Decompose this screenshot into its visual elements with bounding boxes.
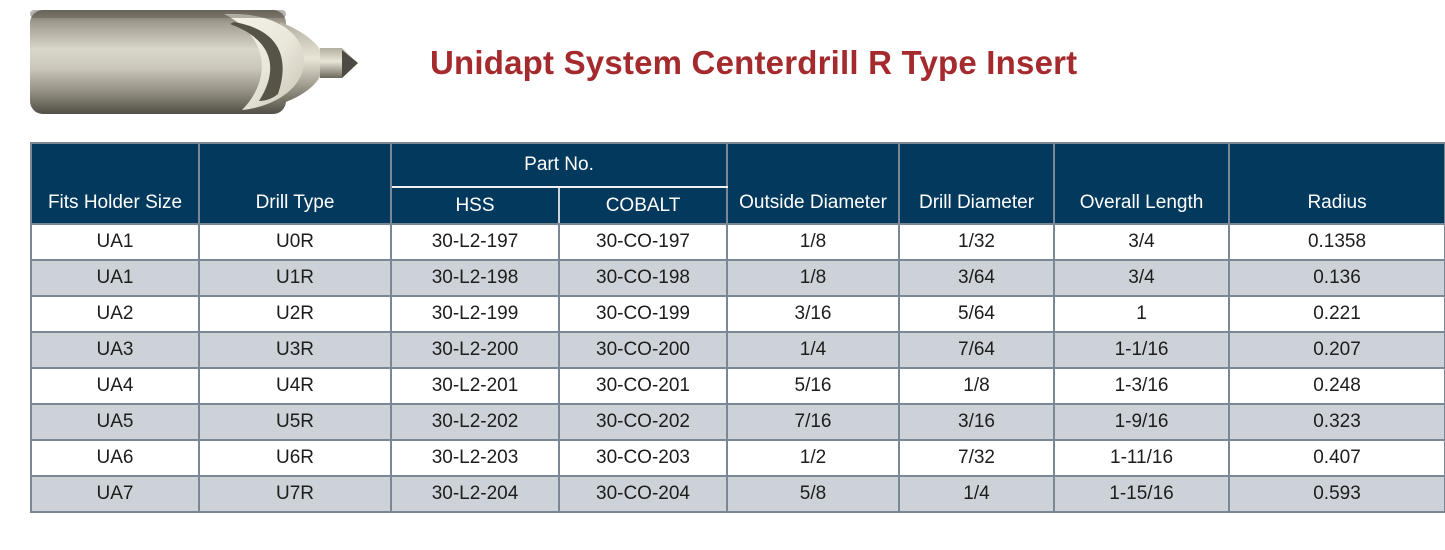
table-cell: 30-L2-200: [390, 331, 560, 369]
table-cell: UA7: [30, 475, 200, 513]
table-cell: 3/64: [898, 259, 1056, 297]
table-cell: 1-1/16: [1053, 331, 1231, 369]
table-cell: 1/8: [726, 259, 901, 297]
table-cell: 30-CO-198: [557, 259, 729, 297]
centerdrill-image: [30, 10, 358, 114]
product-table-body: UA1 U0R 30-L2-197 30-CO-197 1/8 1/32 3/4 0.1358…: [30, 223, 1445, 513]
table-cell: 1: [1053, 295, 1231, 333]
table-cell: 1/4: [726, 331, 901, 369]
table-cell: U0R: [198, 223, 392, 261]
table-row: UA2 U2R 30-L2-199 30-CO-199 3/16 5/64 1 0.221: [30, 295, 1445, 333]
table-cell: 30-L2-198: [390, 259, 560, 297]
table-cell: U4R: [198, 367, 392, 405]
table-cell: 0.207: [1228, 331, 1445, 369]
table-cell: 7/16: [726, 403, 901, 441]
table-row: UA6 U6R 30-L2-203 30-CO-203 1/2 7/32 1-11/16 0.…: [30, 439, 1445, 477]
table-row: UA3 U3R 30-L2-200 30-CO-200 1/4 7/64 1-1/16 0.2…: [30, 331, 1445, 369]
table-cell: 0.221: [1228, 295, 1445, 333]
table-cell: 1/32: [898, 223, 1056, 261]
table-cell: U3R: [198, 331, 392, 369]
table-cell: 5/16: [726, 367, 901, 405]
table-cell: 0.593: [1228, 475, 1445, 513]
table-cell: 30-CO-202: [557, 403, 729, 441]
col-header-drill-type: Drill Type: [198, 142, 392, 225]
col-header-hss: HSS: [390, 186, 560, 225]
table-cell: 30-L2-197: [390, 223, 560, 261]
table-row: UA1 U1R 30-L2-198 30-CO-198 1/8 3/64 3/4 0.136: [30, 259, 1445, 297]
table-cell: U5R: [198, 403, 392, 441]
table-cell: 0.323: [1228, 403, 1445, 441]
table-cell: 30-L2-199: [390, 295, 560, 333]
col-header-overall-length: Overall Length: [1053, 142, 1231, 225]
col-header-part-no: Part No.: [389, 142, 729, 188]
centerdrill-insert-photo: [28, 6, 360, 118]
table-cell: 3/4: [1053, 223, 1231, 261]
table-cell: 3/4: [1053, 259, 1231, 297]
table-cell: 1-11/16: [1053, 439, 1231, 477]
table-cell: U2R: [198, 295, 392, 333]
table-cell: 7/32: [898, 439, 1056, 477]
table-cell: UA2: [30, 295, 200, 333]
table-row: UA1 U0R 30-L2-197 30-CO-197 1/8 1/32 3/4 0.1358: [30, 223, 1445, 261]
table-cell: UA3: [30, 331, 200, 369]
table-row: UA7 U7R 30-L2-204 30-CO-204 5/8 1/4 1-15/16 0.5…: [30, 475, 1445, 513]
col-header-cobalt: COBALT: [557, 186, 729, 225]
table-cell: UA4: [30, 367, 200, 405]
table-cell: 0.248: [1228, 367, 1445, 405]
table-header: Fits Holder Size Drill Type Part No. Out…: [30, 142, 1445, 225]
table-cell: 0.136: [1228, 259, 1445, 297]
col-header-drill-diameter: Drill Diameter: [898, 142, 1056, 225]
table-cell: 30-CO-200: [557, 331, 729, 369]
table-cell: 30-CO-204: [557, 475, 729, 513]
table-cell: 30-L2-202: [390, 403, 560, 441]
col-header-outside-diameter: Outside Diameter: [726, 142, 901, 225]
table-cell: U6R: [198, 439, 392, 477]
table-row: UA5 U5R 30-L2-202 30-CO-202 7/16 3/16 1-9/16 0.…: [30, 403, 1445, 441]
table-cell: 30-CO-201: [557, 367, 729, 405]
table-cell: 5/8: [726, 475, 901, 513]
table-cell: 1-3/16: [1053, 367, 1231, 405]
table-cell: 1/8: [898, 367, 1056, 405]
table-cell: 30-CO-203: [557, 439, 729, 477]
product-table: Fits Holder Size Drill Type Part No. Out…: [30, 142, 1445, 513]
page-title: Unidapt System Centerdrill R Type Insert: [430, 44, 1078, 81]
table-cell: 1/8: [726, 223, 901, 261]
table-cell: 0.407: [1228, 439, 1445, 477]
table-cell: 0.1358: [1228, 223, 1445, 261]
table-cell: UA1: [30, 259, 200, 297]
table-cell: 30-L2-201: [390, 367, 560, 405]
table-cell: 1/4: [898, 475, 1056, 513]
table-cell: 1-9/16: [1053, 403, 1231, 441]
table-cell: 3/16: [726, 295, 901, 333]
table-cell: 30-L2-203: [390, 439, 560, 477]
table-cell: 30-CO-199: [557, 295, 729, 333]
table-row: UA4 U4R 30-L2-201 30-CO-201 5/16 1/8 1-3/16 0.2…: [30, 367, 1445, 405]
table-cell: 3/16: [898, 403, 1056, 441]
table-cell: 5/64: [898, 295, 1056, 333]
table-cell: 7/64: [898, 331, 1056, 369]
table-cell: 1/2: [726, 439, 901, 477]
table-cell: 1-15/16: [1053, 475, 1231, 513]
col-header-fits-holder-size: Fits Holder Size: [30, 142, 200, 225]
table-cell: UA1: [30, 223, 200, 261]
table-cell: UA6: [30, 439, 200, 477]
table-cell: 30-L2-204: [390, 475, 560, 513]
table-cell: 30-CO-197: [557, 223, 729, 261]
table-cell: U1R: [198, 259, 392, 297]
table-cell: U7R: [198, 475, 392, 513]
col-header-radius: Radius: [1228, 142, 1445, 225]
table-cell: UA5: [30, 403, 200, 441]
